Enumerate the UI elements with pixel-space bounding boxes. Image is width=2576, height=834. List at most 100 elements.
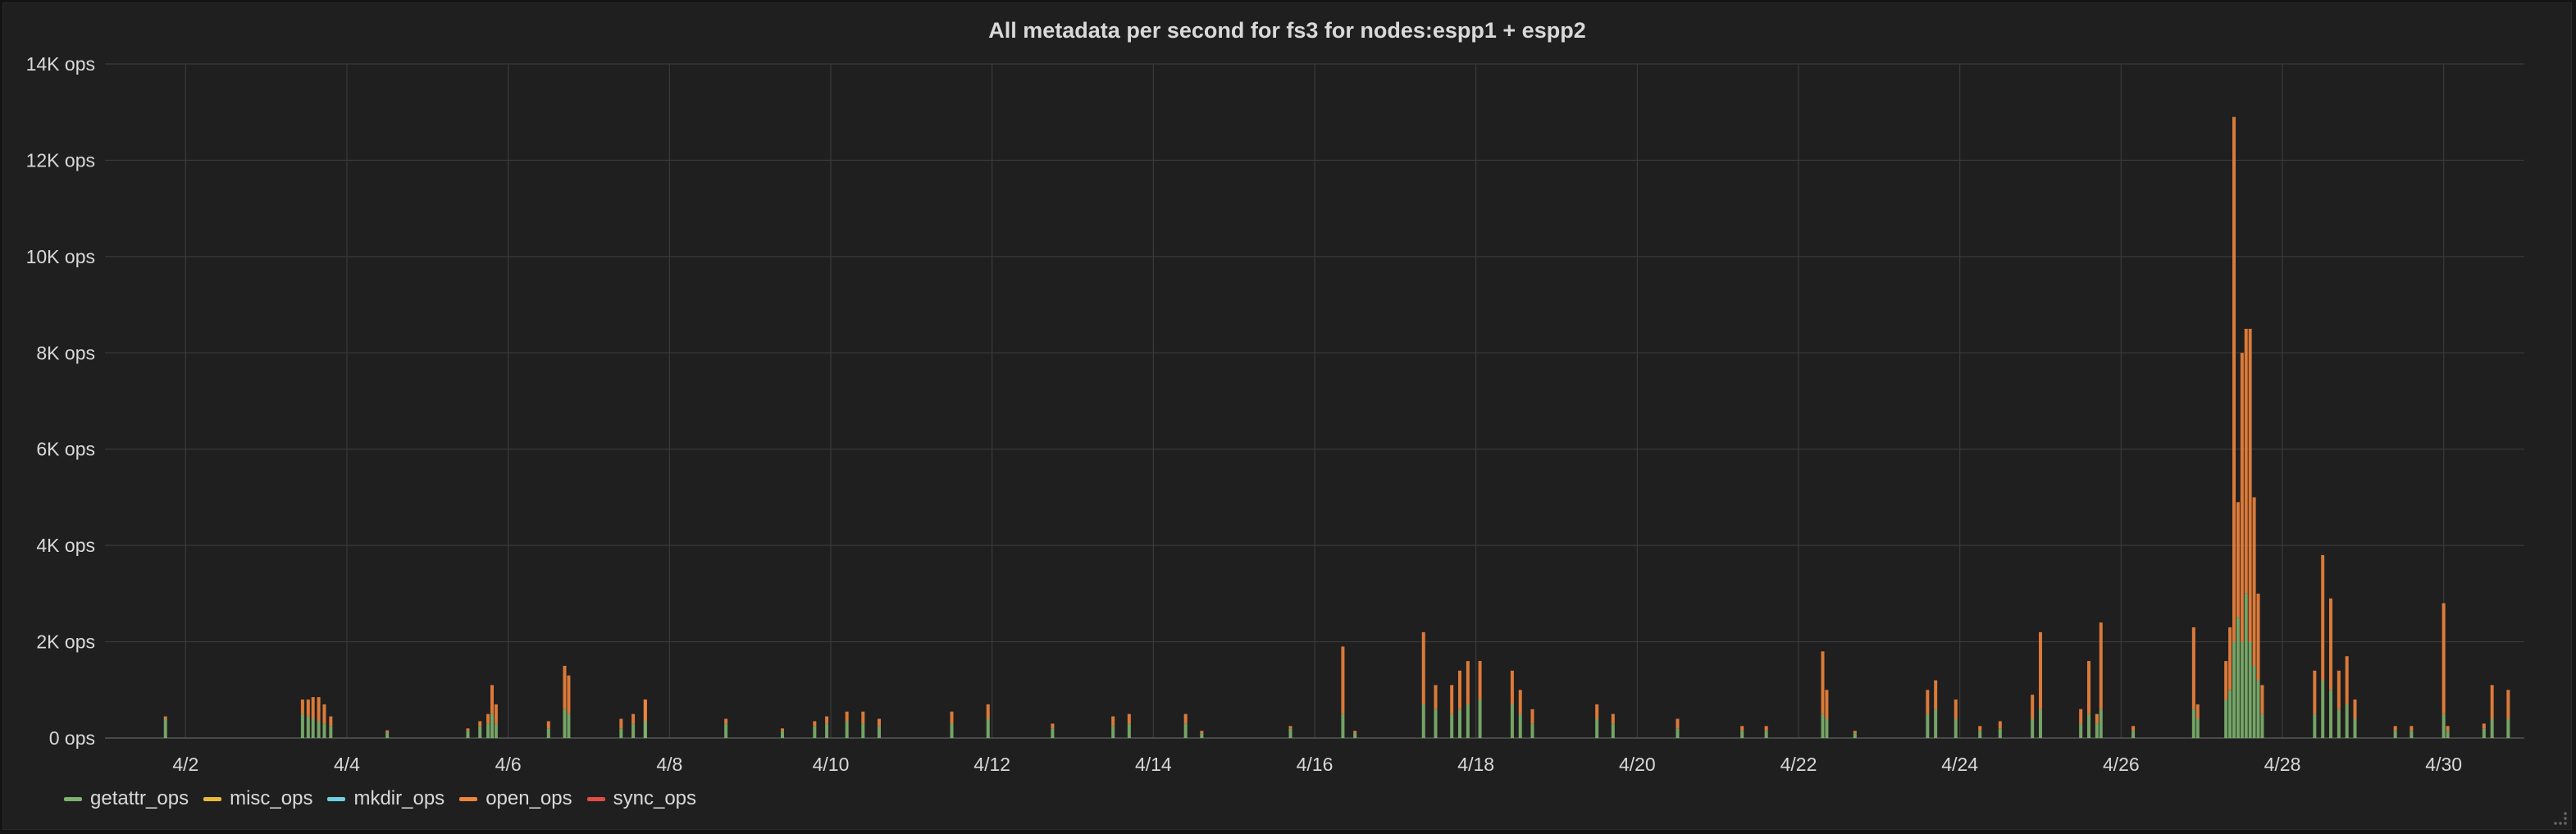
getattr-bar bbox=[2228, 690, 2232, 738]
open-bar bbox=[1450, 685, 1454, 714]
y-tick-label: 10K ops bbox=[26, 246, 95, 267]
getattr-bar bbox=[986, 718, 990, 738]
open-bar bbox=[546, 721, 550, 729]
open-bar bbox=[643, 700, 647, 722]
getattr-bar bbox=[1111, 726, 1115, 738]
open-bar bbox=[2506, 690, 2510, 719]
getattr-bar bbox=[2079, 723, 2083, 738]
getattr-bar bbox=[385, 731, 390, 738]
open-bar bbox=[322, 704, 326, 724]
open-bar bbox=[825, 716, 829, 724]
getattr-bar bbox=[1183, 723, 1188, 738]
legend-item-open_ops[interactable]: open_ops bbox=[459, 787, 572, 810]
getattr-bar bbox=[1821, 713, 1825, 738]
open-bar bbox=[1764, 726, 1768, 731]
getattr-bar bbox=[2095, 723, 2099, 738]
open-bar bbox=[1530, 709, 1534, 724]
getattr-bar bbox=[1510, 704, 1514, 738]
open-bar bbox=[861, 711, 865, 724]
open-bar bbox=[1825, 690, 1829, 719]
getattr-bar bbox=[563, 709, 567, 738]
panel-title[interactable]: All metadata per second for fs3 for node… bbox=[988, 18, 1586, 43]
x-tick-label: 4/20 bbox=[1619, 754, 1656, 775]
open-bar bbox=[2232, 116, 2236, 642]
open-bar bbox=[1353, 731, 1357, 734]
x-tick-label: 4/12 bbox=[973, 754, 1010, 775]
x-tick-label: 4/30 bbox=[2425, 754, 2462, 775]
open-bar bbox=[724, 718, 728, 724]
open-bar bbox=[2313, 670, 2317, 714]
open-bar bbox=[1595, 704, 1599, 719]
getattr-bar bbox=[2337, 709, 2341, 738]
getattr-bar bbox=[1200, 733, 1204, 738]
open-bar bbox=[1183, 713, 1188, 724]
open-bar bbox=[490, 685, 494, 714]
y-tick-label: 4K ops bbox=[36, 535, 95, 556]
open-bar bbox=[329, 716, 333, 727]
open-bar bbox=[1200, 731, 1204, 734]
legend-label: sync_ops bbox=[613, 787, 697, 809]
open-bar bbox=[1111, 716, 1115, 727]
open-bar bbox=[1740, 726, 1744, 731]
open-bar bbox=[1478, 661, 1482, 700]
legend-item-sync_ops[interactable]: sync_ops bbox=[586, 787, 697, 810]
legend-item-getattr_ops[interactable]: getattr_ops bbox=[64, 787, 189, 810]
getattr-bar bbox=[781, 731, 784, 738]
getattr-bar bbox=[2260, 713, 2264, 738]
legend-label: mkdir_ops bbox=[353, 787, 445, 809]
resize-handle-icon[interactable] bbox=[2551, 809, 2568, 826]
getattr-bar bbox=[2256, 680, 2260, 738]
legend-label: misc_ops bbox=[230, 787, 313, 809]
open-bar bbox=[2131, 726, 2136, 731]
getattr-bar bbox=[2446, 731, 2450, 738]
legend-swatch-icon bbox=[203, 796, 222, 801]
open-bar bbox=[1051, 723, 1055, 729]
legend-swatch-icon bbox=[459, 796, 478, 801]
x-tick-label: 4/18 bbox=[1457, 754, 1494, 775]
getattr-bar bbox=[950, 723, 954, 738]
legend-item-mkdir_ops[interactable]: mkdir_ops bbox=[327, 787, 445, 810]
getattr-bar bbox=[2224, 700, 2228, 738]
open-bar bbox=[163, 716, 167, 719]
open-bar bbox=[2244, 328, 2248, 594]
getattr-bar bbox=[2490, 718, 2494, 738]
open-bar bbox=[2031, 695, 2035, 719]
open-bar bbox=[878, 718, 881, 727]
legend-label: getattr_ops bbox=[90, 787, 189, 809]
getattr-bar bbox=[1825, 718, 1829, 738]
legend-item-misc_ops[interactable]: misc_ops bbox=[203, 787, 312, 810]
open-bar bbox=[2260, 685, 2264, 714]
getattr-bar bbox=[311, 718, 315, 738]
getattr-bar bbox=[1954, 718, 1958, 738]
y-tick-label: 0 ops bbox=[49, 727, 95, 749]
open-bar bbox=[1853, 731, 1857, 734]
y-tick-label: 6K ops bbox=[36, 439, 95, 460]
getattr-bar bbox=[1676, 728, 1680, 738]
open-bar bbox=[567, 675, 571, 714]
open-bar bbox=[478, 721, 482, 727]
getattr-bar bbox=[1466, 704, 1470, 738]
getattr-bar bbox=[2442, 713, 2446, 738]
getattr-bar bbox=[2131, 731, 2136, 738]
getattr-bar bbox=[1934, 709, 1938, 738]
open-bar bbox=[2410, 726, 2414, 731]
getattr-bar bbox=[1764, 731, 1768, 738]
x-tick-label: 4/4 bbox=[334, 754, 360, 775]
open-bar bbox=[1458, 670, 1461, 709]
open-bar bbox=[2345, 656, 2349, 704]
getattr-bar bbox=[2345, 704, 2349, 738]
getattr-bar bbox=[478, 726, 482, 738]
open-bar bbox=[2337, 670, 2341, 709]
open-bar bbox=[2087, 661, 2090, 714]
open-bar bbox=[466, 728, 470, 731]
getattr-bar bbox=[1978, 731, 1982, 738]
getattr-bar bbox=[2248, 641, 2252, 738]
getattr-bar bbox=[1051, 728, 1055, 738]
open-bar bbox=[2256, 593, 2260, 681]
chart-plot[interactable]: 0 ops 2K ops 4K ops 6K ops 8K ops 10K ops 12K … bbox=[3, 3, 2573, 831]
getattr-bar bbox=[2236, 618, 2240, 738]
open-bar bbox=[2099, 622, 2103, 709]
x-tick-label: 4/22 bbox=[1780, 754, 1817, 775]
open-bar bbox=[2079, 709, 2083, 724]
x-axis-ticks: 4/2 4/4 4/6 4/8 4/10 4/12 4/14 4/16 4/18 4/20 4/22… bbox=[172, 754, 2462, 775]
